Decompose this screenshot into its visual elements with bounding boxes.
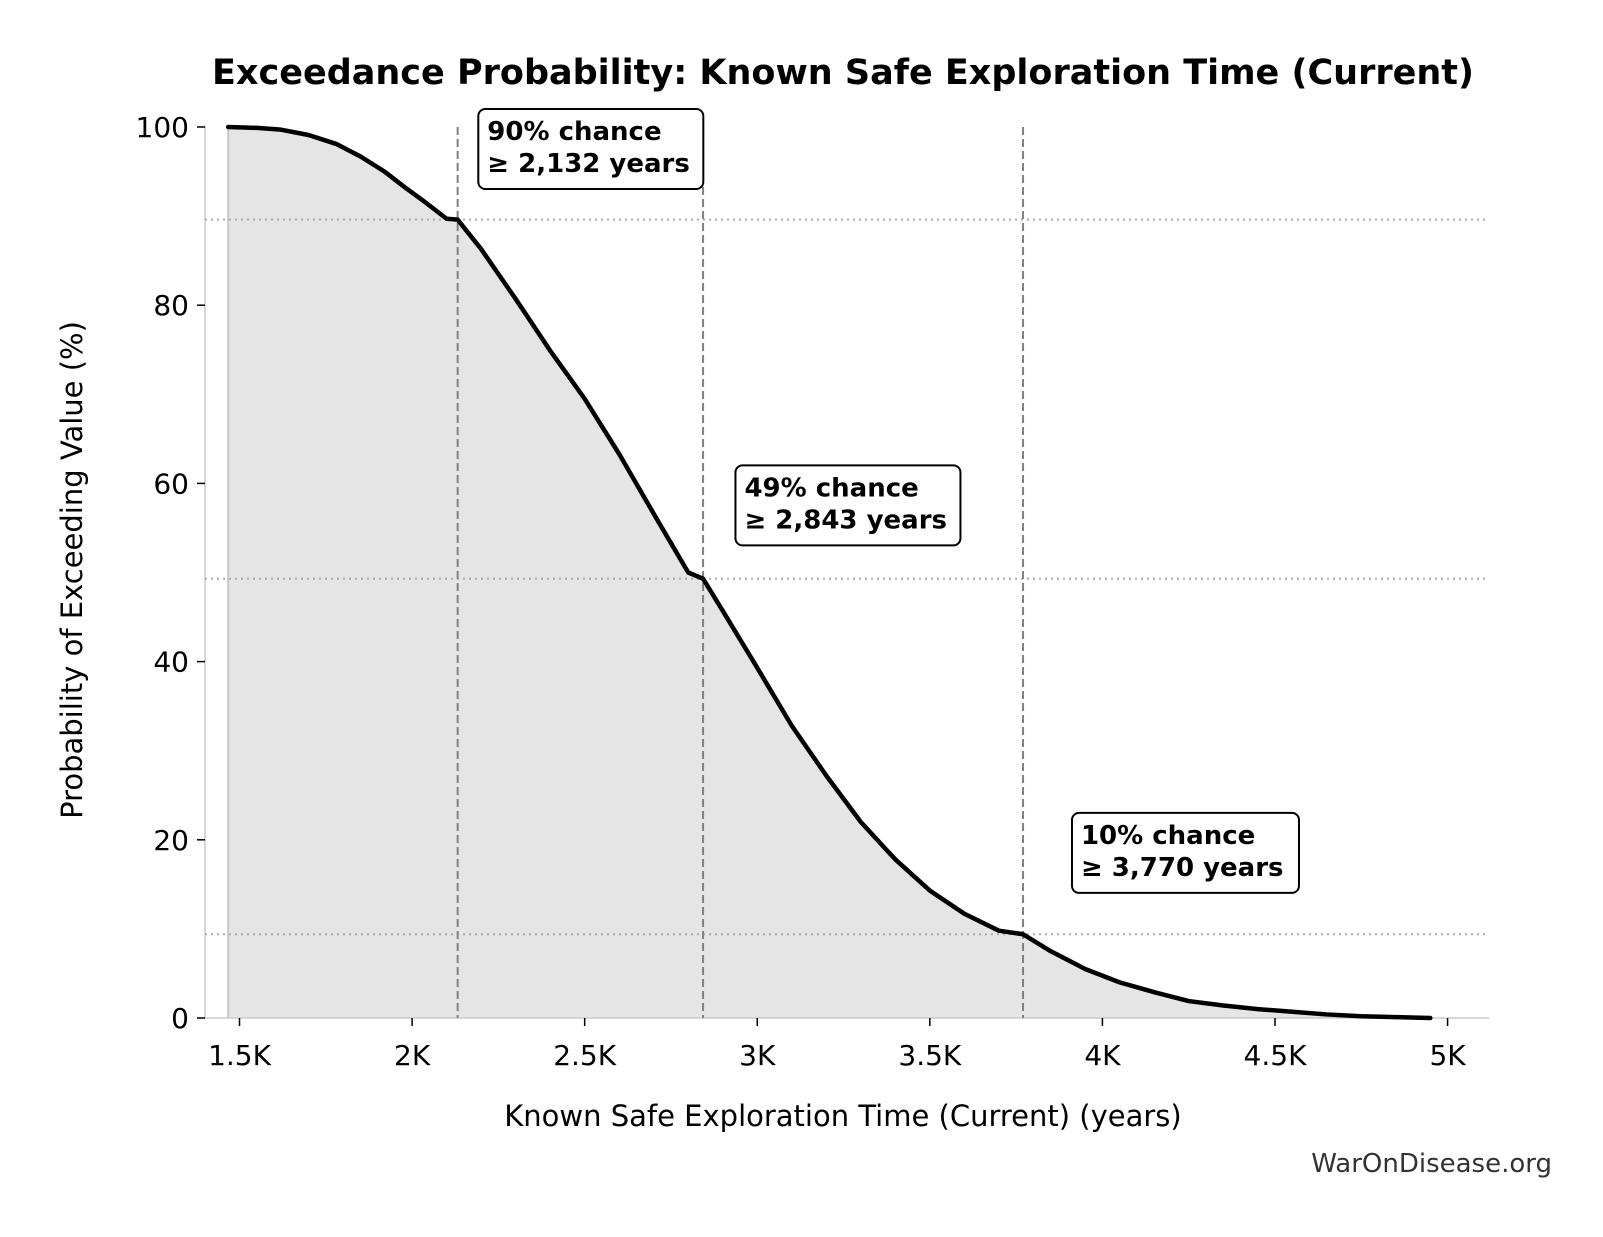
exceedance-curve [225,124,1433,1021]
y-tick-label: 20 [153,824,189,857]
x-tick-label: 2K [394,1039,431,1072]
annotation-line-2: ≥ 3,770 years [1081,853,1284,883]
x-tick-label: 5K [1429,1039,1466,1072]
y-tick-label: 80 [153,289,189,322]
x-tick-label: 4.5K [1244,1039,1308,1072]
y-tick-label: 40 [153,646,189,679]
annotation-box-1 [477,108,705,190]
x-axis-title: Known Safe Exploration Time (Current) (y… [504,1099,1181,1133]
x-tick-label: 2.5K [553,1039,617,1072]
x-tick-label: 3.5K [898,1039,962,1072]
annotation-line-2: ≥ 2,132 years [487,149,690,179]
y-tick-label: 100 [136,111,189,144]
x-tick-label: 1.5K [208,1039,272,1072]
annotation-box-2 [734,464,962,547]
exceedance-area-fill [228,127,1431,1018]
annotation-line-2: ≥ 2,843 years [744,505,947,535]
annotation-line-1: 90% chance [487,117,661,147]
y-axis-title: Probability of Exceeding Value (%) [55,321,89,819]
watermark: WarOnDisease.org [1311,1149,1552,1179]
annotation-box-3 [1070,811,1300,894]
plot-area: 0 20 40 60 80 100 1.5K 2K 2.5K 3K 3.5K 4K 4.5K 5K 90% … [136,108,1489,1072]
x-tick-label: 3K [739,1039,776,1072]
chart-title: Exceedance Probability: Known Safe Explo… [212,53,1474,93]
y-tick-label: 60 [153,467,189,500]
x-tick-label: 4K [1084,1039,1121,1072]
y-tick-label: 0 [171,1002,189,1035]
annotation-line-1: 10% chance [1081,821,1255,851]
annotation-line-1: 49% chance [744,473,918,503]
